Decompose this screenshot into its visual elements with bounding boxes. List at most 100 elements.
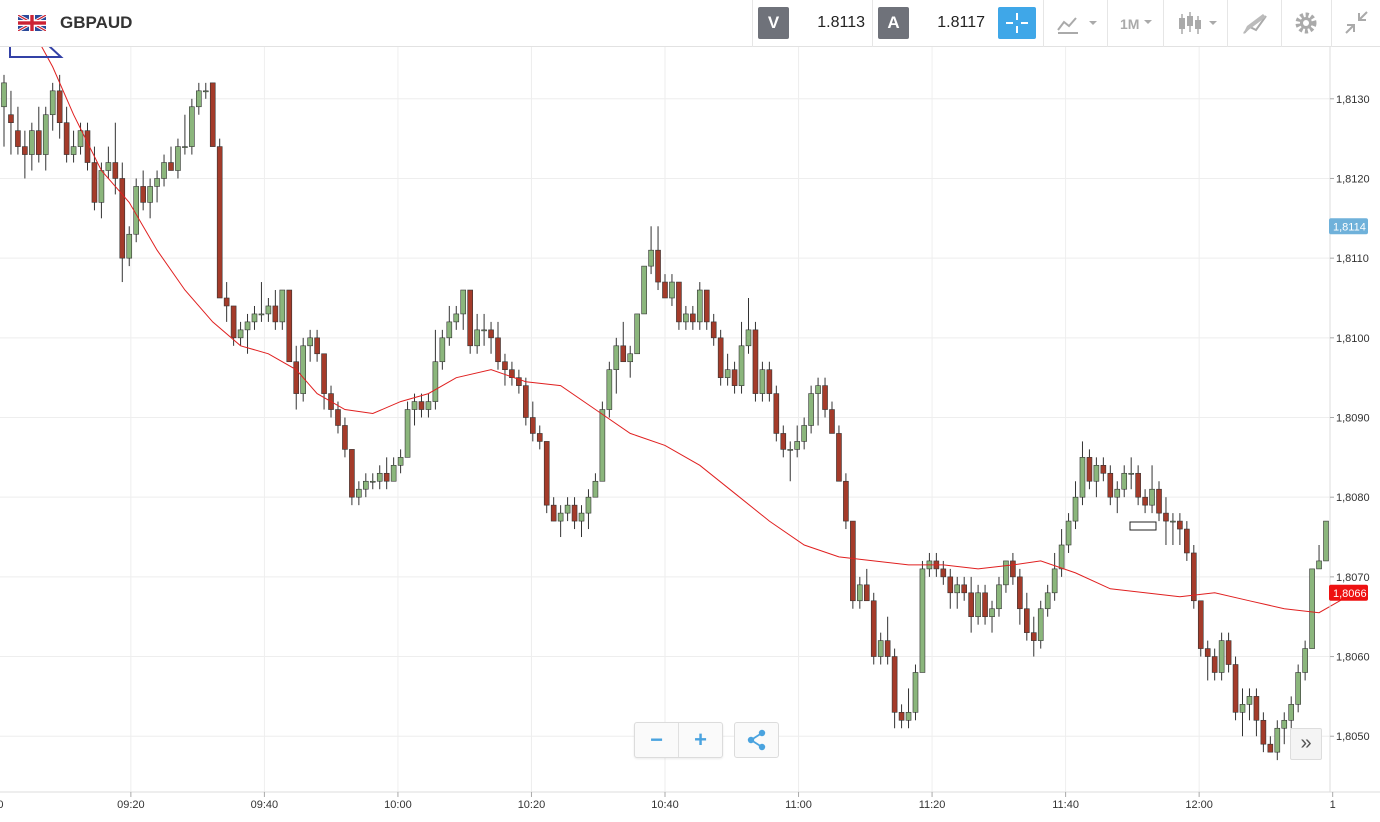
candle-down (543, 441, 550, 506)
candle-up (912, 672, 919, 713)
candle-down (571, 504, 578, 522)
candle-down (1184, 528, 1190, 554)
buy-quote[interactable]: A 1.8117 (872, 0, 993, 47)
candle-up (1149, 488, 1155, 506)
candle-down (1177, 520, 1183, 530)
x-tick-label: 10:40 (651, 799, 679, 811)
candle-down (1225, 640, 1232, 665)
x-tick-label: 12:00 (1185, 799, 1213, 811)
sell-label: V (758, 7, 789, 39)
candle-up (251, 313, 258, 323)
share-button[interactable] (734, 722, 779, 758)
candle-up (202, 90, 209, 93)
candle-up (265, 305, 272, 315)
candle-down (731, 369, 738, 386)
candle-down (112, 162, 119, 179)
candle-down (836, 433, 842, 482)
sell-price: 1.8113 (817, 14, 865, 31)
symbol-title: GBPAUD (60, 13, 133, 32)
candle-down (209, 82, 216, 147)
fullscreen-button[interactable] (1331, 0, 1380, 47)
candle-down (63, 122, 70, 155)
candle-up (1003, 560, 1009, 586)
candle-up (996, 584, 1002, 610)
candle-up (175, 146, 181, 171)
candle-up (1058, 544, 1065, 570)
candle-up (815, 385, 821, 394)
y-tick-label: 1,8100 (1336, 333, 1370, 345)
candle-down (383, 472, 390, 482)
chart-type-button[interactable] (1163, 0, 1228, 47)
candle-up (613, 345, 620, 371)
fullscreen-icon (1345, 11, 1368, 34)
candle-down (272, 305, 279, 323)
x-tick-label: 09:20 (117, 799, 145, 811)
candle-up (147, 186, 153, 203)
candle-up (1316, 560, 1322, 570)
timeframe-button[interactable]: 1M (1107, 0, 1164, 47)
candle-down (467, 289, 473, 347)
candle-up (1093, 465, 1100, 482)
sell-quote[interactable]: V 1.8113 (752, 0, 871, 47)
axis: 1,80501,80601,80701,80801,80901,81001,81… (0, 47, 1380, 793)
candle-up (724, 369, 731, 378)
candle-down (140, 186, 146, 203)
candle-down (717, 337, 724, 378)
candle-down (56, 90, 63, 123)
candle-up (954, 584, 961, 594)
candle-up (237, 329, 244, 339)
candle-up (154, 178, 160, 187)
candle-up (446, 321, 453, 339)
candle-down (870, 600, 877, 657)
candle-down (1204, 648, 1211, 657)
candle-down (168, 162, 174, 171)
candle-up (1239, 704, 1246, 713)
candle-down (690, 313, 696, 323)
scroll-right-button[interactable]: » (1290, 728, 1322, 760)
candle-up (1121, 472, 1128, 490)
candle-down (891, 656, 898, 713)
crosshair-button[interactable] (998, 7, 1036, 39)
candle-up (376, 472, 383, 482)
crosshair-icon (1006, 13, 1028, 33)
candle-down (119, 178, 126, 259)
candle-up (877, 640, 884, 657)
y-tick-label: 1,8130 (1336, 94, 1370, 106)
time-axis: 00 09:20 09:40 10:00 10:20 10:40 11:00 11:20 11:… (0, 792, 1336, 811)
candle-up (105, 162, 112, 171)
gear-icon (1295, 12, 1317, 34)
candle-up (189, 106, 195, 147)
candle-down (502, 361, 508, 371)
candle-up (989, 608, 995, 618)
candle-down (1197, 600, 1204, 649)
candle-up (1246, 696, 1253, 705)
candle-down (710, 321, 717, 339)
zoom-in-button[interactable]: + (694, 727, 707, 752)
x-tick-label: 11:20 (919, 799, 946, 811)
candle-up (1288, 704, 1295, 721)
candle-up (787, 449, 794, 451)
indicators-button[interactable] (1043, 0, 1108, 47)
candle-up (98, 170, 105, 203)
candle-up (1170, 520, 1176, 523)
candle-up (258, 313, 265, 316)
candle-up (745, 329, 752, 347)
candle-down (223, 297, 230, 307)
candle-up (49, 90, 56, 116)
zoom-controls: − + (634, 722, 723, 758)
draw-button[interactable] (1227, 0, 1282, 47)
candle-down (703, 289, 710, 323)
settings-button[interactable] (1281, 0, 1332, 47)
zoom-out-button[interactable]: − (635, 723, 679, 757)
candle-up (300, 345, 306, 394)
candle-up (356, 488, 362, 498)
candle-up (599, 409, 606, 482)
price-chart[interactable]: 1,80501,80601,80701,80801,80901,81001,81… (0, 47, 1380, 822)
x-tick-label: 10:00 (384, 799, 412, 811)
y-tick-label: 1,8070 (1336, 572, 1370, 584)
candle-down (620, 345, 627, 363)
candle-down (1191, 552, 1197, 602)
candle-up (738, 345, 745, 386)
candle-up (29, 130, 35, 155)
candle-down (1086, 457, 1093, 482)
